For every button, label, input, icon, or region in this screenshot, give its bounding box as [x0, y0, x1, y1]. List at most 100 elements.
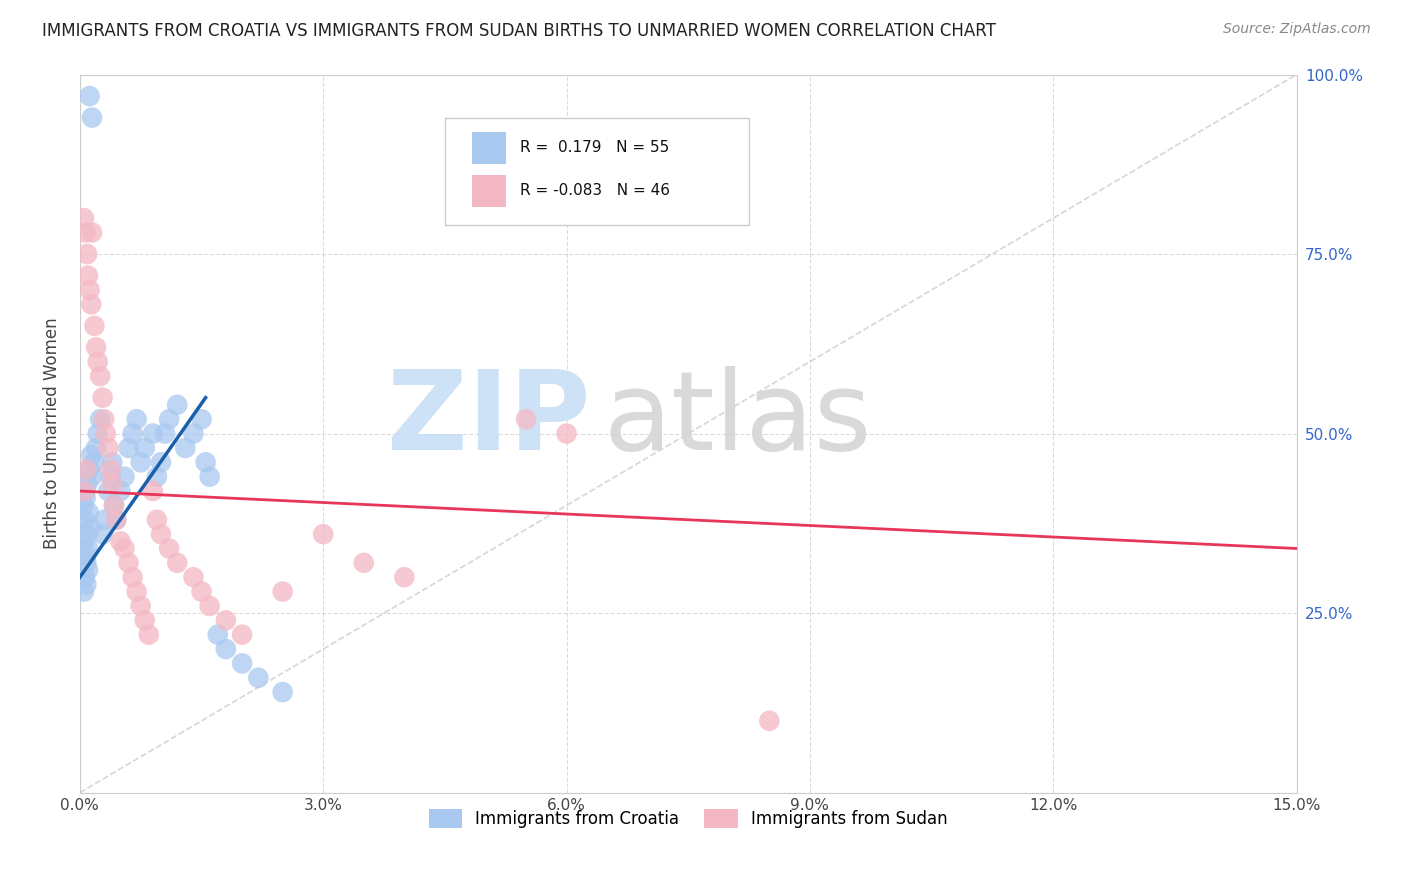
Point	[353, 556, 375, 570]
Point	[103, 499, 125, 513]
Point	[89, 369, 111, 384]
Point	[77, 268, 100, 283]
Point	[80, 226, 103, 240]
Point	[75, 549, 97, 563]
Point	[76, 247, 98, 261]
Text: ZIP: ZIP	[388, 366, 591, 473]
Bar	[471, 175, 506, 207]
Point	[134, 441, 156, 455]
Point	[80, 448, 103, 462]
Point	[75, 462, 97, 476]
Point	[97, 483, 120, 498]
Point	[207, 628, 229, 642]
Point	[100, 462, 122, 476]
Point	[129, 599, 152, 613]
Point	[190, 584, 212, 599]
Point	[101, 455, 124, 469]
Point	[117, 556, 139, 570]
Point	[103, 499, 125, 513]
Point	[194, 455, 217, 469]
Point	[198, 599, 221, 613]
Point	[174, 441, 197, 455]
Point	[77, 541, 100, 556]
Point	[86, 426, 108, 441]
Y-axis label: Births to Unmarried Women: Births to Unmarried Women	[44, 318, 60, 549]
Point	[146, 513, 169, 527]
Point	[555, 426, 578, 441]
Point	[149, 455, 172, 469]
Point	[75, 577, 97, 591]
Point	[758, 714, 780, 728]
Point	[91, 527, 114, 541]
Point	[394, 570, 416, 584]
Point	[97, 441, 120, 455]
Point	[312, 527, 335, 541]
Point	[73, 211, 96, 226]
Point	[231, 628, 253, 642]
Point	[77, 506, 100, 520]
Point	[183, 426, 205, 441]
Point	[153, 426, 176, 441]
Point	[157, 412, 180, 426]
Point	[76, 476, 98, 491]
Point	[84, 441, 107, 455]
Point	[80, 469, 103, 483]
Point	[183, 570, 205, 584]
Point	[125, 412, 148, 426]
Text: atlas: atlas	[603, 366, 872, 473]
Point	[157, 541, 180, 556]
FancyBboxPatch shape	[444, 118, 749, 226]
Text: R =  0.179   N = 55: R = 0.179 N = 55	[520, 140, 669, 155]
Point	[79, 283, 101, 297]
Point	[247, 671, 270, 685]
Point	[80, 297, 103, 311]
Point	[80, 111, 103, 125]
Point	[93, 513, 115, 527]
Text: Source: ZipAtlas.com: Source: ZipAtlas.com	[1223, 22, 1371, 37]
Point	[105, 513, 128, 527]
Point	[73, 534, 96, 549]
Point	[91, 391, 114, 405]
Point	[110, 534, 132, 549]
Point	[75, 226, 97, 240]
Point	[166, 398, 188, 412]
Point	[142, 483, 165, 498]
Point	[110, 483, 132, 498]
Point	[117, 441, 139, 455]
Point	[146, 469, 169, 483]
Point	[75, 556, 97, 570]
Point	[83, 318, 105, 333]
Point	[121, 570, 143, 584]
Point	[138, 628, 160, 642]
Point	[76, 527, 98, 541]
Point	[198, 469, 221, 483]
Point	[134, 613, 156, 627]
Point	[79, 520, 101, 534]
Point	[84, 340, 107, 354]
Point	[77, 563, 100, 577]
Point	[83, 455, 105, 469]
Point	[114, 469, 136, 483]
Point	[515, 412, 537, 426]
Point	[75, 483, 97, 498]
Point	[271, 685, 294, 699]
Point	[271, 584, 294, 599]
Point	[231, 657, 253, 671]
Point	[125, 584, 148, 599]
Point	[93, 412, 115, 426]
Point	[121, 426, 143, 441]
Point	[114, 541, 136, 556]
Point	[79, 89, 101, 103]
Point	[149, 527, 172, 541]
Point	[215, 613, 238, 627]
Point	[79, 462, 101, 476]
Legend: Immigrants from Croatia, Immigrants from Sudan: Immigrants from Croatia, Immigrants from…	[422, 802, 955, 835]
Point	[215, 642, 238, 657]
Point	[73, 584, 96, 599]
Text: IMMIGRANTS FROM CROATIA VS IMMIGRANTS FROM SUDAN BIRTHS TO UNMARRIED WOMEN CORRE: IMMIGRANTS FROM CROATIA VS IMMIGRANTS FR…	[42, 22, 995, 40]
Point	[75, 491, 97, 506]
Point	[89, 412, 111, 426]
Point	[166, 556, 188, 570]
Point	[86, 355, 108, 369]
Point	[73, 483, 96, 498]
